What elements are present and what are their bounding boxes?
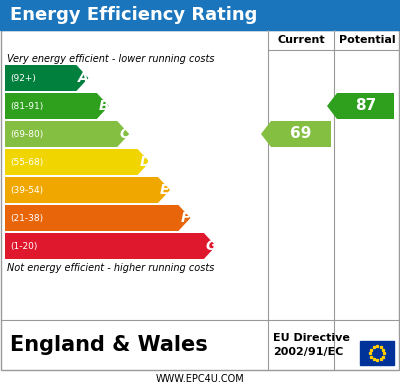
Text: C: C (119, 127, 129, 141)
Bar (360, 341, 394, 365)
Text: Current: Current (277, 35, 325, 45)
Text: Potential: Potential (339, 35, 395, 45)
Polygon shape (5, 149, 150, 175)
Text: (55-68): (55-68) (10, 158, 43, 166)
Text: (1-20): (1-20) (10, 241, 37, 251)
Text: Very energy efficient - lower running costs: Very energy efficient - lower running co… (7, 54, 214, 64)
Polygon shape (327, 93, 394, 119)
Text: (69-80): (69-80) (10, 130, 43, 139)
Text: F: F (180, 211, 190, 225)
Text: A: A (78, 71, 89, 85)
Text: (39-54): (39-54) (10, 185, 43, 194)
Text: (92+): (92+) (10, 73, 36, 83)
Text: Energy Efficiency Rating: Energy Efficiency Rating (10, 6, 257, 24)
Text: (81-91): (81-91) (10, 102, 43, 111)
Text: D: D (140, 155, 151, 169)
Polygon shape (5, 65, 88, 91)
Text: (21-38): (21-38) (10, 213, 43, 222)
Polygon shape (5, 121, 129, 147)
Text: E: E (160, 183, 170, 197)
Polygon shape (5, 233, 216, 259)
Polygon shape (261, 121, 331, 147)
Text: WWW.EPC4U.COM: WWW.EPC4U.COM (156, 374, 244, 384)
Polygon shape (5, 177, 170, 203)
Text: 87: 87 (355, 99, 376, 114)
Polygon shape (5, 205, 190, 231)
Text: 2002/91/EC: 2002/91/EC (273, 347, 343, 357)
Bar (0, 0, 400, 30)
Text: B: B (99, 99, 110, 113)
Bar (1, 30, 399, 370)
Polygon shape (5, 93, 109, 119)
Text: 69: 69 (290, 126, 312, 142)
Text: Not energy efficient - higher running costs: Not energy efficient - higher running co… (7, 263, 214, 273)
Text: EU Directive: EU Directive (273, 333, 350, 343)
Text: G: G (206, 239, 217, 253)
Text: England & Wales: England & Wales (10, 335, 208, 355)
